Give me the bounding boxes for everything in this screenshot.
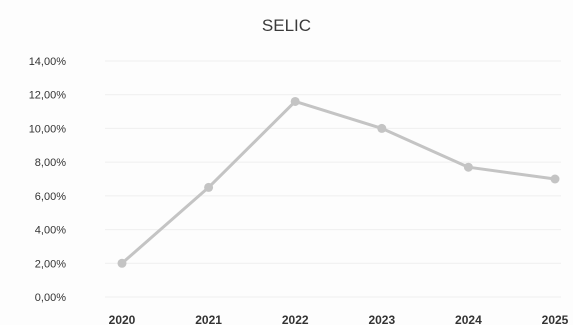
data-point — [204, 182, 214, 192]
x-tick-label: 2020 — [109, 313, 136, 325]
x-tick-label: 2021 — [195, 313, 222, 325]
data-point — [463, 162, 473, 172]
y-tick-label: 4,00% — [35, 225, 66, 237]
y-tick-label: 0,00% — [35, 292, 66, 304]
x-tick-label: 2024 — [455, 313, 482, 325]
chart-title: SELIC — [261, 16, 312, 35]
y-tick-label: 10,00% — [29, 123, 67, 135]
series — [117, 96, 560, 268]
y-tick-label: 6,00% — [35, 191, 66, 203]
x-tick-label: 2025 — [542, 313, 569, 325]
y-tick-label: 14,00% — [29, 56, 67, 68]
series-line — [120, 99, 557, 265]
y-tick-label: 12,00% — [29, 90, 67, 102]
data-point — [117, 258, 127, 268]
y-axis: 0,00% 2,00% 4,00% 6,00% 8,00% 10,00% 12,00% 14,… — [29, 56, 67, 304]
x-axis: 2020 2021 2022 2023 2024 2025 — [109, 313, 569, 325]
y-tick-label: 2,00% — [35, 258, 66, 270]
x-tick-label: 2022 — [282, 313, 309, 325]
x-tick-label: 2023 — [368, 313, 395, 325]
data-point — [550, 174, 560, 184]
y-tick-label: 8,00% — [35, 157, 66, 169]
grid-lines — [105, 60, 561, 298]
data-point — [377, 123, 387, 133]
data-point — [290, 96, 300, 106]
